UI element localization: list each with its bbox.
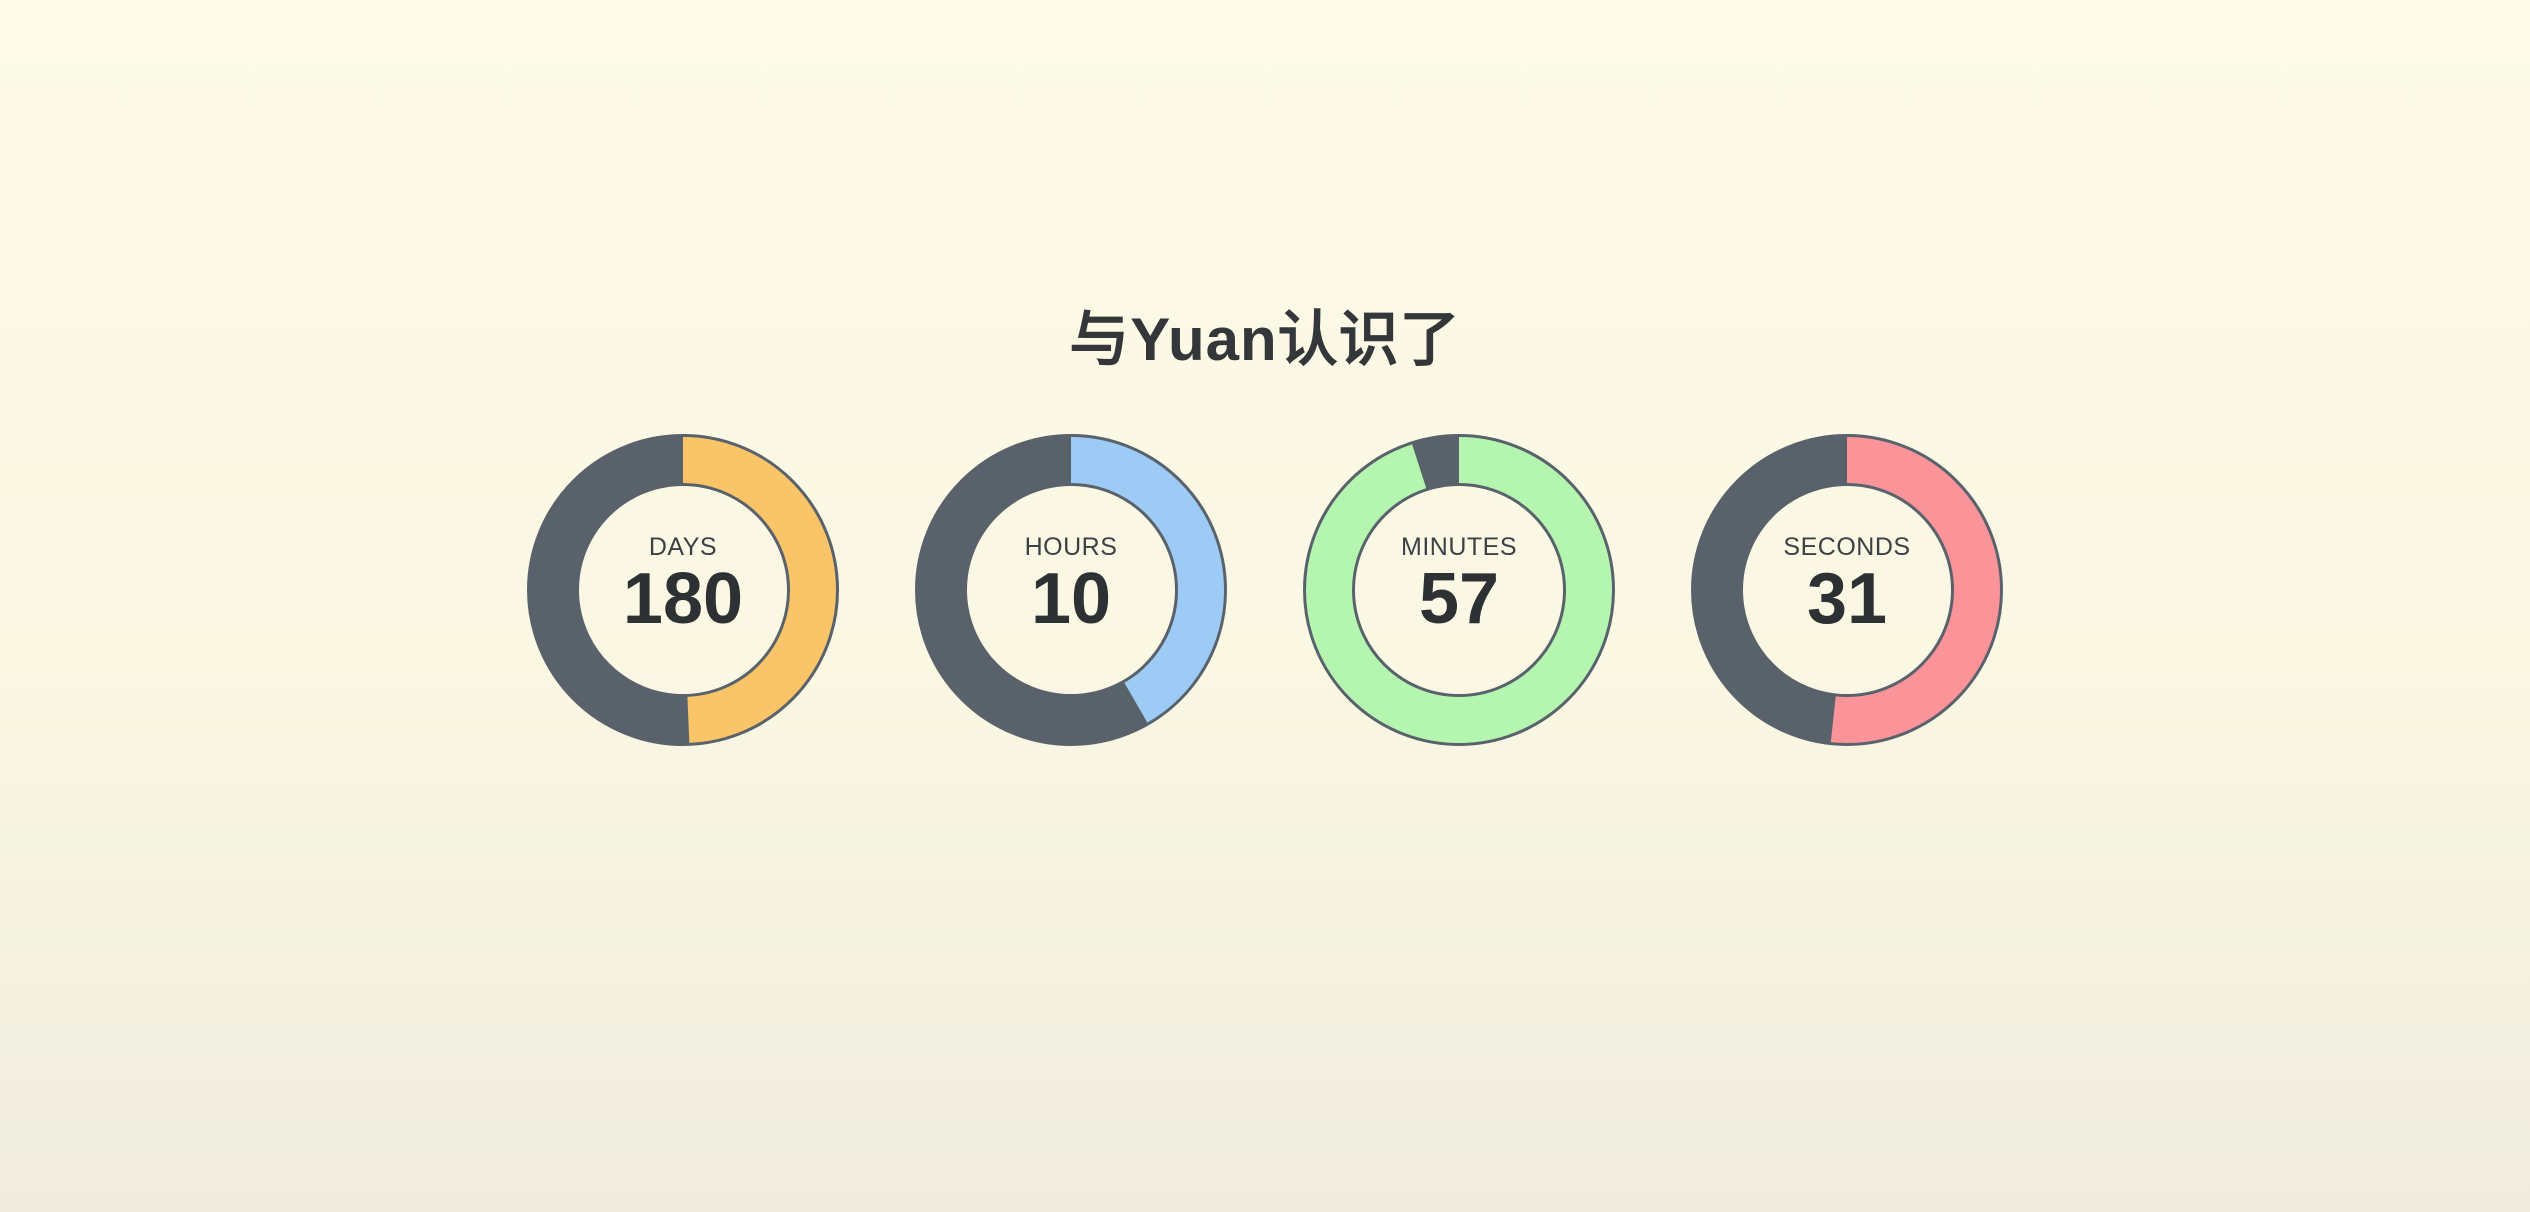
hours-donut-chart: [915, 434, 1227, 746]
ring-progress-arc: [530, 437, 836, 743]
page-title: 与Yuan认识了: [1069, 306, 1461, 373]
ring-hours: HOURS 10: [915, 434, 1227, 746]
ring-progress-arc: [1306, 437, 1612, 743]
ring-seconds: SECONDS 31: [1691, 434, 2003, 746]
ring-days: DAYS 180: [527, 434, 839, 746]
seconds-donut-chart: [1691, 434, 2003, 746]
ring-minutes: MINUTES 57: [1303, 434, 1615, 746]
ring-progress-arc: [918, 437, 1224, 743]
timer-rings-row: DAYS 180 HOURS 10 MINUTES 57: [527, 434, 2003, 746]
ring-progress-arc: [1694, 437, 2000, 743]
days-donut-chart: [527, 434, 839, 746]
minutes-donut-chart: [1303, 434, 1615, 746]
